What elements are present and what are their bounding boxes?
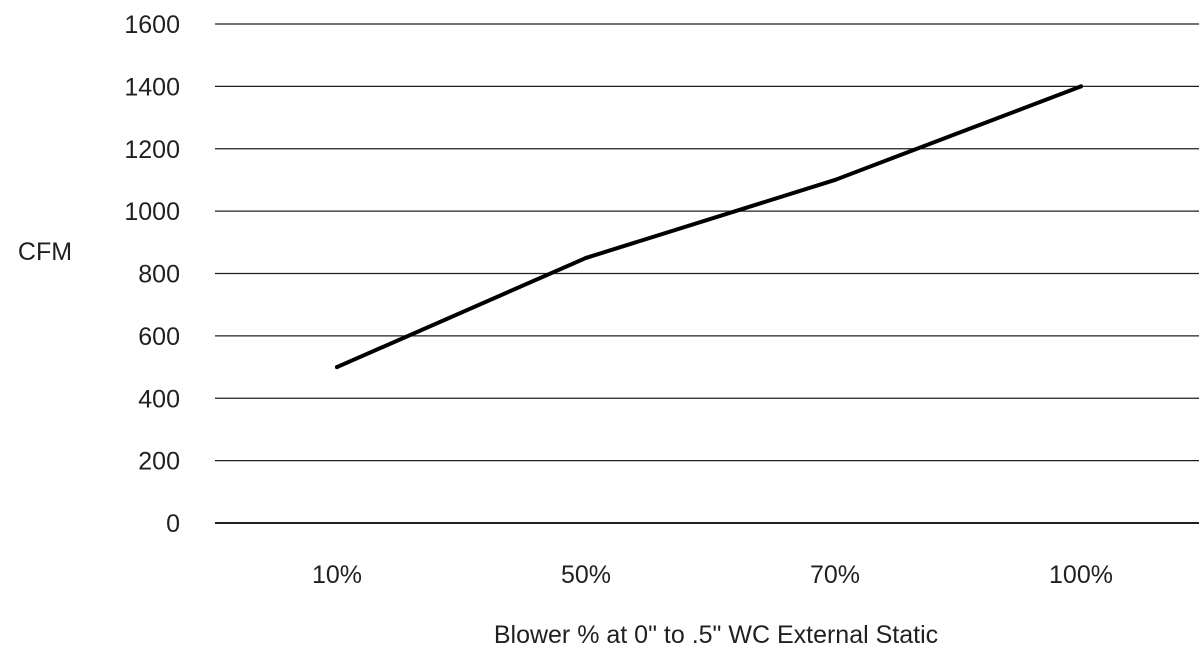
data-point xyxy=(833,177,837,182)
y-tick-label: 400 xyxy=(138,385,180,413)
y-tick-label: 1200 xyxy=(124,136,180,164)
series-line xyxy=(335,84,1083,370)
x-tick-label: 100% xyxy=(1049,561,1113,589)
x-tick-label: 70% xyxy=(810,561,860,589)
y-tick-label: 200 xyxy=(138,448,180,476)
series-layer xyxy=(335,84,1083,370)
x-tick-label: 10% xyxy=(312,561,362,589)
x-axis-title: Blower % at 0" to .5" WC External Static xyxy=(494,621,938,649)
y-tick-label: 1400 xyxy=(124,73,180,101)
y-tick-label: 800 xyxy=(138,261,180,289)
gridlines xyxy=(215,23,1199,524)
x-tick-labels: 10% 50% 70% 100% xyxy=(312,561,1113,589)
y-tick-label: 600 xyxy=(138,323,180,351)
y-tick-labels: 0 200 400 600 800 1000 1200 1400 1600 xyxy=(124,11,180,538)
data-point xyxy=(1079,84,1083,89)
y-tick-label: 1000 xyxy=(124,198,180,226)
y-tick-label: 0 xyxy=(166,510,180,538)
y-tick-label: 1600 xyxy=(124,11,180,39)
x-tick-label: 50% xyxy=(561,561,611,589)
data-point xyxy=(335,365,339,370)
y-axis-title: CFM xyxy=(18,238,72,266)
data-point xyxy=(584,255,588,260)
